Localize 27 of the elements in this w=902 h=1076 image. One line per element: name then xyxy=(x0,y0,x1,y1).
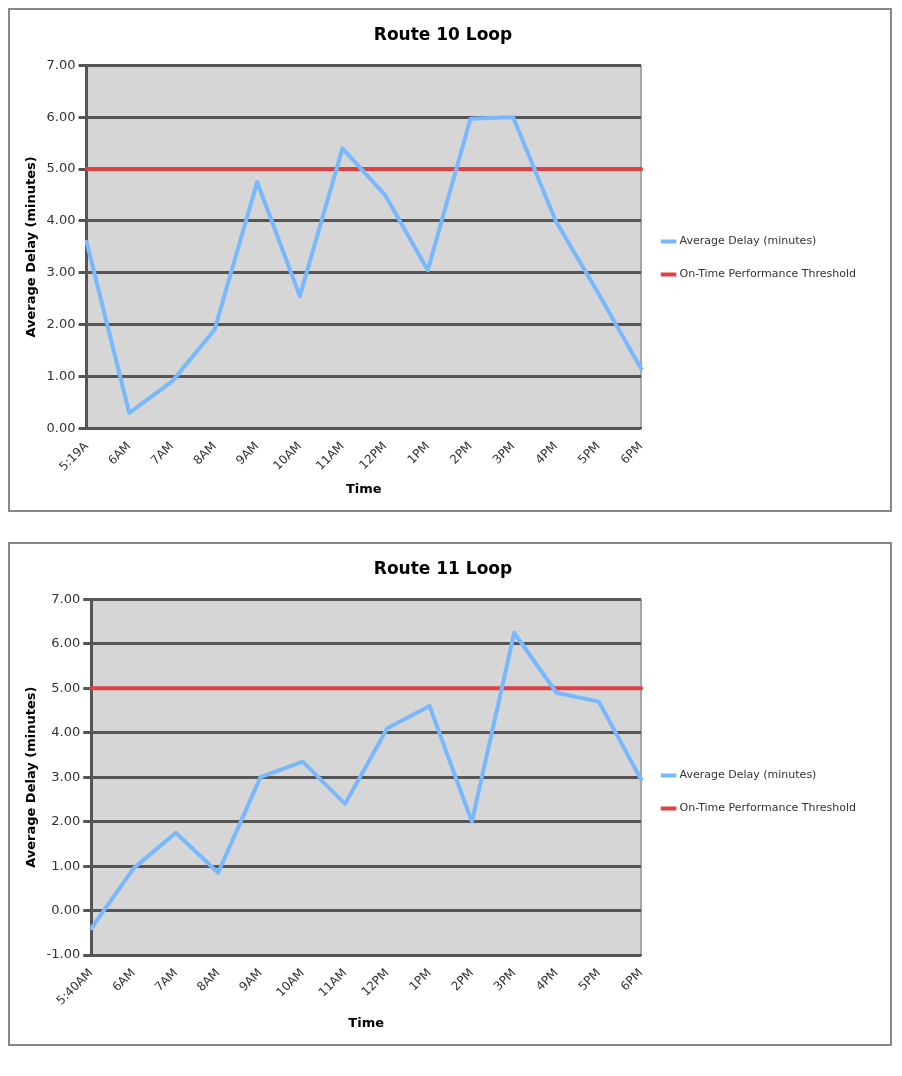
y-tick-label: 7.00 xyxy=(46,56,76,72)
legend-label: On-Time Performance Threshold xyxy=(679,267,856,281)
y-tick-label: 5.00 xyxy=(51,679,81,695)
y-tick-label: 1.00 xyxy=(46,367,76,383)
y-tick-label: 3.00 xyxy=(46,264,76,280)
y-tick-label: 0.00 xyxy=(51,901,81,917)
y-tick-label: 2.00 xyxy=(46,316,76,332)
y-tick-label: 3.00 xyxy=(51,768,81,784)
y-tick-label: 1.00 xyxy=(51,857,81,873)
y-tick-label: 6.00 xyxy=(51,635,81,651)
chart-title: Route 11 Loop xyxy=(373,557,513,578)
y-tick-label: 0.00 xyxy=(46,419,76,435)
y-tick-label: 4.00 xyxy=(51,724,81,740)
legend-label: Average Delay (minutes) xyxy=(679,768,817,782)
x-axis-title: Time xyxy=(348,1014,385,1030)
y-tick-label: -1.00 xyxy=(46,946,81,962)
y-axis-title: Average Delay (minutes) xyxy=(23,686,39,868)
y-tick-label: 5.00 xyxy=(46,160,76,176)
y-tick-label: 2.00 xyxy=(51,813,81,829)
legend-label: On-Time Performance Threshold xyxy=(679,801,856,815)
chart-title: Route 10 Loop xyxy=(373,23,513,44)
y-axis-title: Average Delay (minutes) xyxy=(23,156,39,338)
y-tick-label: 7.00 xyxy=(51,590,81,606)
legend-label: Average Delay (minutes) xyxy=(679,234,817,248)
x-axis-title: Time xyxy=(345,480,382,496)
y-tick-label: 6.00 xyxy=(46,108,76,124)
y-tick-label: 4.00 xyxy=(46,212,76,228)
